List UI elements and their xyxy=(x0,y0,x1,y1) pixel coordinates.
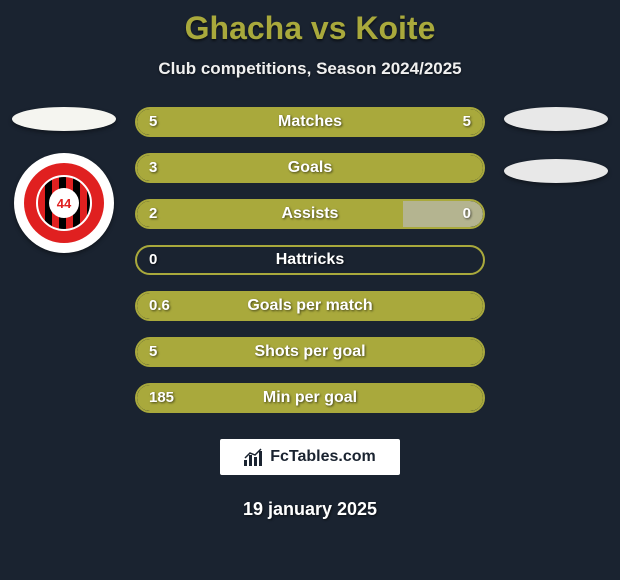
comparison-title: Ghacha vs Koite xyxy=(0,0,620,47)
stat-value-left: 0 xyxy=(149,245,157,275)
brand-chart-icon xyxy=(244,448,264,466)
stat-value-left: 0.6 xyxy=(149,291,170,321)
right-player-column xyxy=(500,107,612,183)
comparison-subtitle: Club competitions, Season 2024/2025 xyxy=(0,59,620,79)
stat-value-left: 5 xyxy=(149,337,157,367)
brand-text: FcTables.com xyxy=(270,448,376,466)
stats-area: 44 Matches55Goals3Assists20Hattricks0Goa… xyxy=(0,107,620,427)
snapshot-date: 19 january 2025 xyxy=(0,499,620,520)
stat-value-left: 185 xyxy=(149,383,174,413)
stat-row: Hattricks0 xyxy=(135,245,485,275)
right-club-placeholder-icon xyxy=(504,159,608,183)
stat-row: Min per goal185 xyxy=(135,383,485,413)
brand-badge: FcTables.com xyxy=(220,439,400,475)
badge-center-icon: 44 xyxy=(49,188,79,218)
stat-row: Goals per match0.6 xyxy=(135,291,485,321)
stat-label: Goals per match xyxy=(135,291,485,321)
left-flag-icon xyxy=(12,107,116,131)
stat-bars-container: Matches55Goals3Assists20Hattricks0Goals … xyxy=(135,107,485,429)
left-player-column: 44 xyxy=(8,107,120,253)
stat-label: Matches xyxy=(135,107,485,137)
stat-label: Min per goal xyxy=(135,383,485,413)
right-flag-icon xyxy=(504,107,608,131)
stat-value-right: 5 xyxy=(463,107,471,137)
stat-row: Shots per goal5 xyxy=(135,337,485,367)
stat-row: Assists2 0 xyxy=(135,199,485,229)
stat-value-left: 3 xyxy=(149,153,157,183)
stat-value-left: 5 xyxy=(149,107,157,137)
stat-label: Goals xyxy=(135,153,485,183)
stat-value-right: 0 xyxy=(463,199,471,229)
stat-label: Shots per goal xyxy=(135,337,485,367)
stat-label: Hattricks xyxy=(135,245,485,275)
stat-row: Matches5 5 xyxy=(135,107,485,137)
stat-label: Assists xyxy=(135,199,485,229)
stat-value-left: 2 xyxy=(149,199,157,229)
stat-row: Goals3 xyxy=(135,153,485,183)
left-club-badge-icon: 44 xyxy=(14,153,114,253)
